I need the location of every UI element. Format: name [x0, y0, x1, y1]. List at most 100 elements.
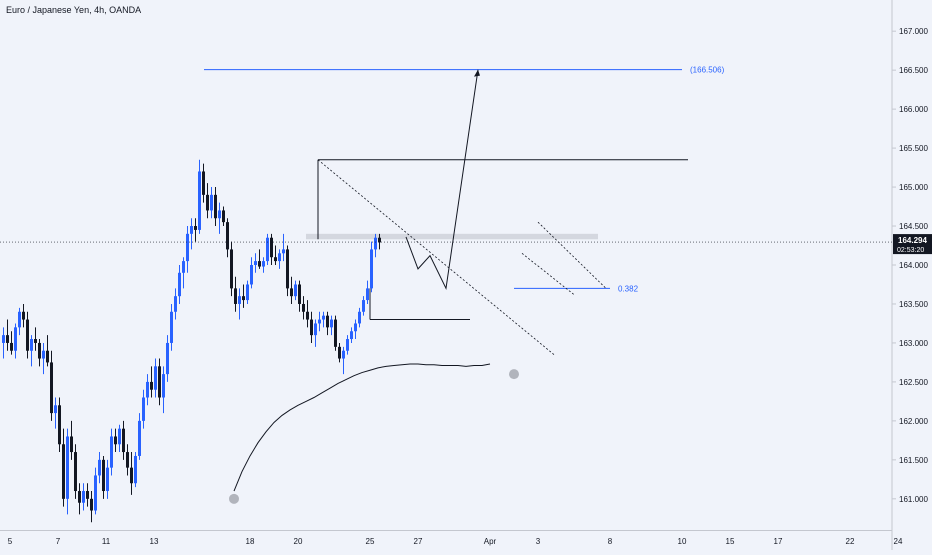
time-tick-label: 25	[366, 537, 375, 546]
candle	[270, 233, 273, 265]
moving-average-line	[233, 363, 491, 492]
candle	[174, 288, 177, 320]
candle-body	[254, 261, 257, 265]
candle	[314, 319, 317, 347]
time-tick-label: 3	[536, 537, 541, 546]
candle-body	[158, 366, 161, 398]
candle	[302, 296, 305, 320]
candle-body	[198, 171, 201, 230]
candle-body	[214, 194, 217, 219]
candle	[182, 257, 185, 289]
candle	[34, 327, 37, 351]
candle-body	[94, 475, 97, 511]
candle-body	[238, 296, 241, 304]
candle	[54, 397, 57, 429]
candle	[254, 253, 257, 273]
candle-body	[58, 405, 61, 445]
candle	[258, 249, 261, 269]
candle-body	[34, 339, 37, 343]
fib-label: 0.382	[618, 284, 639, 293]
candle-body	[170, 311, 173, 343]
candle-body	[338, 346, 341, 359]
candle-body	[174, 296, 177, 312]
time-tick-label: 11	[102, 537, 111, 546]
candle	[150, 366, 153, 398]
candle-body	[210, 194, 213, 211]
current-price-badge	[893, 234, 932, 255]
candle-body	[186, 233, 189, 262]
candle-body	[290, 288, 293, 297]
candle-body	[342, 350, 345, 359]
candle-body	[218, 210, 221, 219]
candle	[74, 444, 77, 499]
time-tick-label: 8	[608, 537, 613, 546]
swing-low-dot	[229, 493, 239, 504]
candle	[22, 303, 25, 328]
candle	[38, 339, 41, 367]
candle	[338, 342, 341, 363]
candle-body	[274, 257, 277, 262]
countdown-label: 02:53:20	[897, 247, 924, 254]
candle	[246, 280, 249, 304]
candle	[214, 187, 217, 227]
time-tick-label: 24	[894, 537, 903, 546]
candle	[202, 163, 205, 203]
candle	[218, 202, 221, 234]
candle-body	[190, 226, 193, 234]
candle	[278, 249, 281, 269]
candle-body	[54, 405, 57, 414]
candle	[290, 276, 293, 304]
candle	[310, 311, 313, 343]
candle-body	[98, 459, 101, 476]
candle	[306, 300, 309, 328]
candle	[42, 342, 45, 375]
candle	[266, 233, 269, 265]
candle	[178, 265, 181, 304]
candle-body	[142, 397, 145, 421]
candle-body	[30, 339, 33, 351]
candle-body	[314, 323, 317, 336]
current-price-label: 164.294	[898, 236, 927, 245]
candle-body	[282, 249, 285, 254]
support-zone	[306, 233, 598, 240]
candle-body	[310, 319, 313, 336]
candle	[342, 346, 345, 375]
candle	[46, 335, 49, 367]
time-tick-label: 5	[8, 537, 13, 546]
candle-body	[258, 261, 261, 267]
target-label: (166.506)	[690, 66, 725, 75]
candle-body	[222, 210, 225, 223]
time-tick-label: 10	[678, 537, 687, 546]
candle	[318, 311, 321, 332]
candle	[350, 327, 353, 343]
candle-body	[90, 498, 93, 511]
candle	[86, 483, 89, 507]
time-axis: 5 7 11 13 18 20 25 27 Apr 3 8 10 15 17 22 24	[8, 537, 903, 546]
time-tick-label: 27	[414, 537, 423, 546]
candle-body	[50, 362, 53, 414]
candle-body	[134, 455, 137, 484]
candle-body	[270, 237, 273, 258]
candle-body	[10, 342, 13, 351]
candle-body	[146, 381, 149, 398]
candle-body	[78, 491, 81, 503]
candle	[122, 420, 125, 460]
time-tick-label: 17	[774, 537, 783, 546]
candle-body	[242, 296, 245, 301]
candle	[130, 452, 133, 495]
candle	[274, 245, 277, 265]
candle	[186, 226, 189, 273]
candle	[66, 428, 69, 515]
candle	[226, 218, 229, 258]
candle-body	[374, 237, 377, 250]
price-tick-label: 166.000	[899, 105, 928, 114]
price-axis-background[interactable]	[892, 0, 932, 550]
candle-body	[2, 335, 5, 343]
moving-average	[233, 363, 491, 492]
candle	[222, 206, 225, 227]
price-tick-label: 164.000	[899, 261, 928, 270]
candle-body	[318, 319, 321, 324]
candle	[234, 276, 237, 312]
